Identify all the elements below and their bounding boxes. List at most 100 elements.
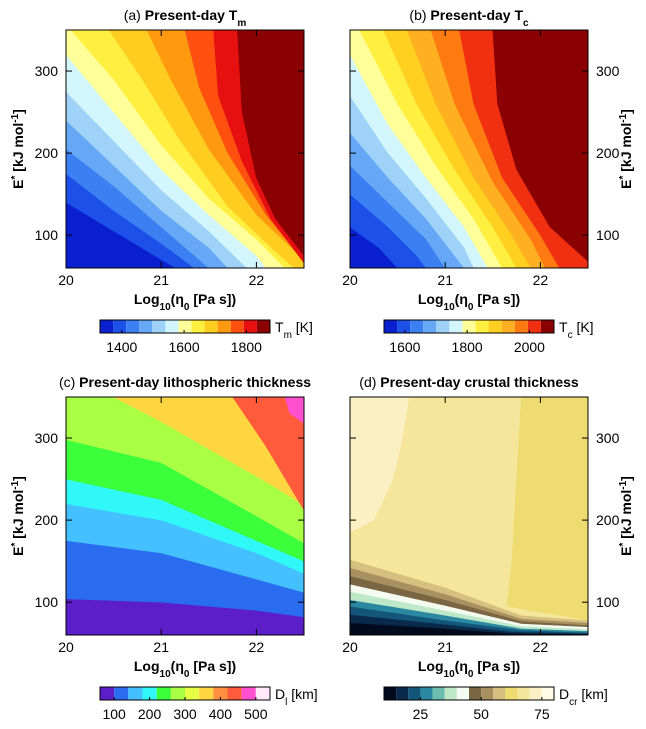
colorbar-swatch — [456, 687, 469, 700]
colorbar-label-part: T — [275, 319, 284, 335]
colorbar-swatch — [152, 320, 166, 333]
colorbar-label: Tm [K] — [275, 319, 313, 341]
colorbar-tick-label: 1400 — [106, 339, 137, 355]
x-axis-label: Log10(η0 [Pa s]) — [134, 291, 236, 313]
colorbar-swatch — [444, 687, 457, 700]
colorbar-swatch — [142, 687, 157, 700]
colorbar-swatch — [541, 687, 554, 700]
y-axis-label: E* [kJ mol-1] — [618, 476, 635, 556]
colorbar-swatch — [501, 320, 515, 333]
colorbar-swatch — [408, 687, 421, 700]
colorbar-tick-label: 1800 — [231, 339, 262, 355]
title-part: m — [237, 18, 246, 29]
x-tick-label: 21 — [153, 272, 169, 288]
y-tick-label: 100 — [35, 227, 59, 243]
x-tick-label: 20 — [342, 272, 358, 288]
colorbar-swatch — [505, 687, 518, 700]
x-tick-label: 20 — [58, 272, 74, 288]
colorbar-swatch — [462, 320, 476, 333]
y-tick-label: 200 — [35, 512, 59, 528]
y-axis-label: E* [kJ mol-1] — [10, 109, 27, 189]
colorbar-label: Tc [K] — [559, 319, 594, 341]
x-axis-label-part: 10 — [444, 302, 456, 313]
colorbar-swatch — [227, 687, 242, 700]
y-axis-label-part: -1 — [618, 480, 629, 489]
colorbar-label-part: [km] — [287, 686, 317, 702]
y-tick-label: 100 — [596, 594, 620, 610]
plot-frame — [349, 396, 589, 636]
x-axis-label: Log10(η0 [Pa s]) — [418, 291, 520, 313]
colorbar-swatch — [540, 320, 554, 333]
x-tick-label: 22 — [249, 639, 265, 655]
x-tick-label: 20 — [58, 639, 74, 655]
colorbar-label-part: [K] — [292, 319, 313, 335]
colorbar-tick-label: 1800 — [452, 339, 483, 355]
x-axis-label-part: (η — [171, 658, 184, 674]
colorbar-swatch — [199, 687, 214, 700]
colorbar-swatch — [170, 687, 185, 700]
x-axis-label-part: [Pa s]) — [189, 291, 236, 307]
colorbar-swatch — [481, 687, 494, 700]
panel-label: (d) — [359, 374, 376, 390]
y-axis-label-part: * — [618, 543, 629, 547]
x-axis-label-part: 10 — [444, 669, 456, 680]
colorbar-label-part: [km] — [577, 686, 607, 702]
x-tick-label: 22 — [249, 272, 265, 288]
x-axis-label-part: [Pa s]) — [473, 658, 520, 674]
y-axis-label-part: -1 — [10, 113, 21, 122]
y-tick-label: 300 — [35, 63, 59, 79]
y-axis-label-part: * — [10, 176, 21, 180]
x-tick-label: 20 — [342, 639, 358, 655]
y-axis-label: E* [kJ mol-1] — [618, 109, 635, 189]
colorbar-label-part: [K] — [573, 319, 594, 335]
colorbar-frame — [99, 319, 271, 334]
contour-region — [284, 397, 304, 424]
title-part: Present-day T — [145, 7, 238, 23]
colorbar-swatch — [529, 687, 542, 700]
colorbar-swatch — [527, 320, 541, 333]
y-tick-label: 300 — [35, 430, 59, 446]
y-axis-label-part: -1 — [618, 113, 629, 122]
colorbar-swatch — [128, 687, 143, 700]
x-axis-label-part: (η — [455, 658, 468, 674]
y-tick-label: 100 — [35, 594, 59, 610]
colorbar-label-part: D — [275, 686, 285, 702]
colorbar-tick-label: 200 — [138, 706, 162, 722]
y-axis-label-part: [kJ mol — [10, 123, 26, 176]
colorbar-label: Dl [km] — [275, 686, 318, 708]
x-axis-label-part: 10 — [160, 302, 172, 313]
colorbar-swatch — [397, 320, 411, 333]
title-part: Present-day T — [430, 7, 523, 23]
y-axis-label-part: E — [10, 547, 26, 556]
colorbar-swatch — [517, 687, 530, 700]
panel-title: (a) Present-day Tm — [124, 7, 247, 29]
colorbar-tick-label: 1600 — [389, 339, 420, 355]
x-axis-label-part: 0 — [468, 302, 474, 313]
y-axis-label-part: E — [618, 547, 634, 556]
colorbar-tick-label: 75 — [534, 706, 550, 722]
colorbar-swatch — [213, 687, 228, 700]
colorbar-tick-label: 400 — [209, 706, 233, 722]
plot-area — [350, 30, 588, 268]
colorbar-swatch — [469, 687, 482, 700]
x-axis-label-part: Log — [134, 658, 160, 674]
colorbar-swatch — [243, 320, 257, 333]
x-axis-label-part: (η — [171, 291, 184, 307]
panel-label: (b) — [409, 7, 426, 23]
y-axis-label-part: ] — [10, 476, 26, 481]
colorbar-swatch — [100, 320, 114, 333]
y-axis-label-part: * — [618, 176, 629, 180]
contour-region — [492, 30, 588, 262]
y-axis-label-part: [kJ mol — [618, 490, 634, 543]
x-axis-label: Log10(η0 [Pa s]) — [134, 658, 236, 680]
colorbar-label-part: m — [284, 330, 292, 341]
colorbar-swatch — [384, 320, 398, 333]
y-axis-label-part: ] — [618, 476, 634, 481]
x-tick-label: 22 — [533, 272, 549, 288]
colorbar-tick-label: 300 — [173, 706, 197, 722]
colorbar-swatch — [420, 687, 433, 700]
colorbar-frame — [383, 686, 555, 701]
